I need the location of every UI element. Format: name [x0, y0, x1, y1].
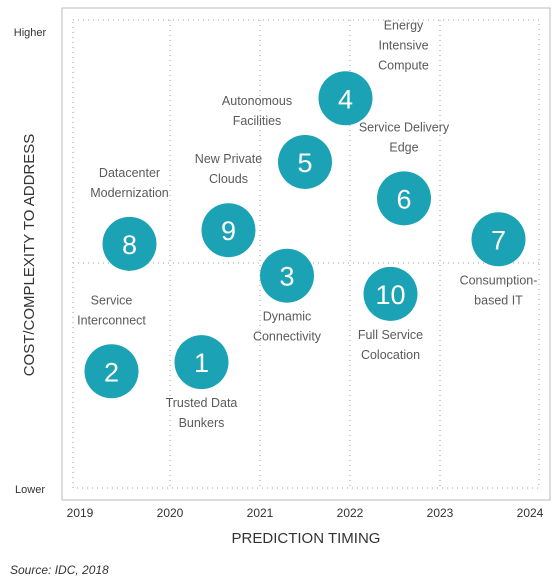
bubble-1 [174, 335, 229, 390]
bubble-number-10: 10 [375, 280, 405, 310]
bubble-label-2: Service [91, 293, 133, 307]
bubble-label-4: Energy [384, 18, 424, 32]
bubble-5 [278, 134, 332, 189]
bubble-label-3: Connectivity [253, 330, 322, 344]
bubble-label-7: Consumption- [460, 273, 538, 287]
x-tick-label: 2019 [67, 506, 94, 520]
bubble-7 [471, 212, 526, 267]
bubble-number-5: 5 [297, 148, 312, 178]
bubble-number-2: 2 [104, 357, 119, 387]
bubble-label-1: Trusted Data [166, 396, 238, 410]
bubble-label-7: based IT [474, 293, 523, 307]
bubble-4 [318, 71, 373, 126]
bubble-number-4: 4 [338, 84, 353, 114]
bubble-2 [84, 344, 139, 399]
bubble-label-4: Intensive [378, 38, 428, 52]
plot-frame [61, 7, 551, 501]
bubble-3 [260, 248, 314, 303]
x-tick-label: 2020 [157, 506, 184, 520]
grid-border [72, 19, 540, 489]
bubble-10 [363, 266, 418, 321]
y-tick-label-lower: Lower [15, 484, 45, 496]
bubble-number-9: 9 [221, 216, 236, 246]
bubble-number-3: 3 [279, 262, 294, 292]
bubble-label-4: Compute [378, 58, 429, 72]
bubble-label-8: Datacenter [99, 166, 160, 180]
bubble-8 [102, 216, 157, 271]
bubble-label-9: Clouds [209, 172, 248, 186]
bubble-label-5: Autonomous [222, 94, 292, 108]
bubble-label-3: Dynamic [263, 310, 312, 324]
bubble-number-7: 7 [491, 225, 506, 255]
bubble-9 [201, 203, 256, 258]
bubble-label-2: Interconnect [77, 313, 146, 327]
bubble-6 [377, 171, 431, 226]
bubble-label-5: Facilities [233, 114, 282, 128]
bubble-number-8: 8 [122, 230, 137, 260]
y-tick-label-higher: Higher [14, 27, 47, 39]
x-tick-label: 2021 [247, 506, 274, 520]
x-tick-label: 2023 [427, 506, 454, 520]
bubble-label-6: Service Delivery [359, 120, 450, 134]
bubble-number-1: 1 [194, 348, 209, 378]
bubble-label-1: Bunkers [179, 416, 225, 430]
bubble-label-8: Modernization [90, 186, 169, 200]
bubble-label-10: Colocation [361, 348, 420, 362]
bubble-label-9: New Private [195, 152, 262, 166]
bubble-label-6: Edge [389, 140, 418, 154]
x-axis-title: PREDICTION TIMING [232, 530, 381, 547]
bubble-label-10: Full Service [358, 328, 423, 342]
bubble-number-6: 6 [396, 184, 411, 214]
source-note: Source: IDC, 2018 [10, 563, 109, 577]
y-axis-title: COST/COMPLEXITY TO ADDRESS [21, 134, 38, 377]
x-tick-label: 2024 [517, 506, 544, 520]
x-tick-label: 2022 [337, 506, 364, 520]
